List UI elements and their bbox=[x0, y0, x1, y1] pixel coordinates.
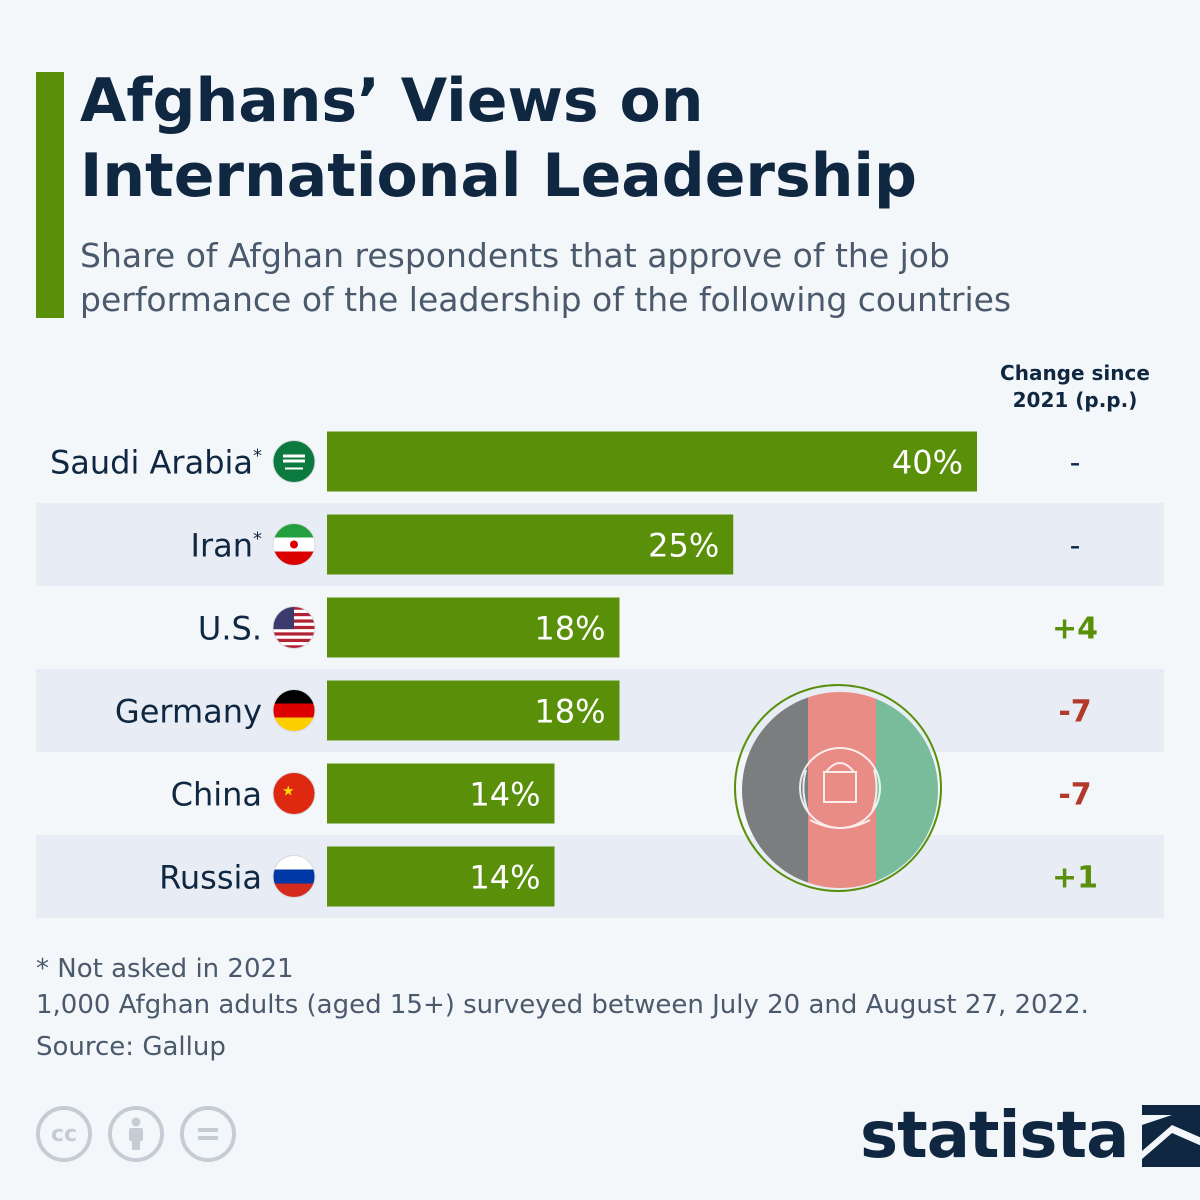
statista-brand[interactable]: statista bbox=[860, 1100, 1200, 1172]
change-value: +1 bbox=[1052, 861, 1098, 896]
category-label: Germany bbox=[115, 693, 262, 731]
category-label: China bbox=[171, 776, 262, 814]
bar-value-label: 18% bbox=[534, 610, 605, 648]
bar bbox=[327, 846, 555, 907]
change-value: -7 bbox=[1058, 778, 1091, 813]
svg-text:★: ★ bbox=[282, 784, 295, 800]
footnote-source: Source: Gallup bbox=[36, 1032, 226, 1062]
bar-value-label: 14% bbox=[469, 776, 540, 814]
title-accent-bar bbox=[36, 72, 64, 318]
statista-logo-icon bbox=[1142, 1105, 1200, 1167]
footnote-survey: 1,000 Afghan adults (aged 15+) surveyed … bbox=[36, 990, 1089, 1020]
saudi-arabia-flag-icon bbox=[272, 440, 316, 483]
footnote-not-asked: * Not asked in 2021 bbox=[36, 954, 294, 984]
category-label: U.S. bbox=[198, 610, 262, 648]
bar bbox=[327, 514, 734, 575]
statista-wordmark: statista bbox=[860, 1099, 1129, 1173]
bar bbox=[327, 597, 620, 658]
change-value: +4 bbox=[1052, 612, 1098, 647]
bar-value-label: 14% bbox=[469, 859, 540, 897]
bar-value-label: 25% bbox=[648, 527, 719, 565]
russia-flag-icon bbox=[272, 855, 316, 898]
chart-subtitle: Share of Afghan respondents that approve… bbox=[80, 236, 1012, 319]
germany-flag-icon bbox=[272, 689, 316, 732]
bar-value-label: 40% bbox=[892, 444, 963, 482]
chart-title: Afghans’ Views on International Leadersh… bbox=[80, 66, 917, 211]
change-value: -7 bbox=[1058, 695, 1091, 730]
category-label: Saudi Arabia* bbox=[50, 444, 262, 482]
china-flag-icon: ★ bbox=[272, 772, 316, 815]
cc-icon[interactable]: cc bbox=[36, 1106, 92, 1162]
bar bbox=[327, 431, 977, 492]
bar bbox=[327, 680, 620, 741]
bar-value-label: 18% bbox=[534, 693, 605, 731]
bar bbox=[327, 763, 555, 824]
attribution-icon[interactable] bbox=[108, 1106, 164, 1162]
no-derivatives-icon[interactable] bbox=[180, 1106, 236, 1162]
category-label: Iran* bbox=[191, 527, 262, 565]
row-band bbox=[36, 835, 1164, 918]
license-icons: cc bbox=[36, 1106, 236, 1162]
change-value: - bbox=[1070, 529, 1081, 564]
iran-flag-icon bbox=[272, 523, 316, 566]
category-label: Russia bbox=[159, 859, 262, 897]
change-value: - bbox=[1070, 446, 1081, 481]
us-flag-icon bbox=[272, 606, 316, 649]
change-column-header: Change since 2021 (p.p.) bbox=[1000, 361, 1150, 412]
